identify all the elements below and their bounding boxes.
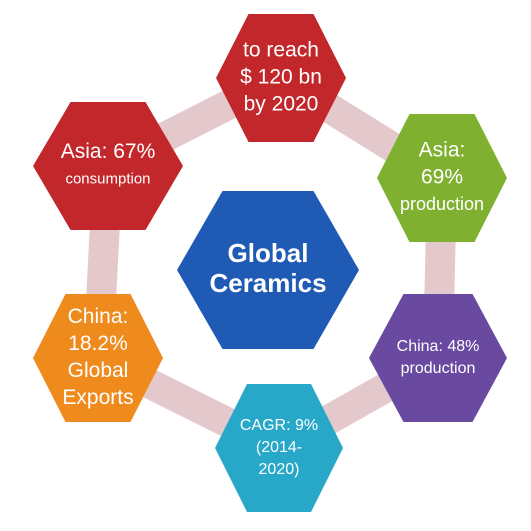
hexagon-market-size-label-line: by 2020	[244, 93, 319, 116]
hexagon-china-production-label-line: production	[401, 360, 476, 377]
hexagon-china-production-shape	[369, 294, 507, 422]
hexagon-market-size-label-line: to reach	[243, 39, 319, 62]
hexagon-layer: to reach $ 120 bn by 2020 Asia: 69% productio…	[33, 14, 507, 512]
center-hexagon-global-ceramics-label-line: Ceramics	[209, 268, 326, 298]
hexagon-asia-production-shape	[377, 114, 507, 242]
hexagon-asia-consumption-label-line: consumption	[65, 170, 150, 187]
hexagon-market-size: to reach $ 120 bn by 2020	[216, 14, 346, 142]
hexagon-china-exports-label-line: Exports	[62, 386, 133, 409]
center-hexagon-global-ceramics-label-line: Global	[228, 238, 309, 268]
hexagon-asia-consumption-label-line: Asia: 67%	[61, 140, 156, 163]
hexagon-china-production-label-line: China: 48%	[397, 338, 480, 355]
hexagon-asia-consumption: Asia: 67% consumption	[33, 102, 183, 230]
hexagon-asia-production: Asia: 69% production	[377, 114, 507, 242]
hexagon-asia-consumption-shape	[33, 102, 183, 230]
hexagon-market-size-label-line: $ 120 bn	[240, 66, 322, 89]
hexagon-cagr-shape	[215, 384, 343, 512]
hexagon-cagr-label-line: CAGR: 9%	[240, 417, 318, 434]
hexagon-asia-production-label-line: Asia:	[419, 139, 466, 162]
hexagon-market-size-shape	[216, 14, 346, 142]
hexagon-china-exports-shape	[33, 294, 163, 422]
hexagon-asia-production-label-line: production	[400, 194, 484, 214]
hexagon-china-production: China: 48% production	[369, 294, 507, 422]
hexagon-china-exports-label-line: Global	[68, 359, 129, 382]
hexagon-cagr-label-line: 2020)	[259, 461, 300, 478]
hexagon-cagr-label-line: (2014-	[256, 439, 302, 456]
hexagon-china-exports: China: 18.2% Global Exports	[33, 294, 163, 422]
hexagon-cagr: CAGR: 9% (2014- 2020)	[215, 384, 343, 512]
center-hexagon-global-ceramics-shape	[177, 191, 359, 349]
hexagon-asia-production-label-line: 69%	[421, 166, 463, 189]
hexagon-china-exports-label-line: 18.2%	[68, 332, 128, 355]
hexagon-china-exports-label-line: China:	[68, 305, 129, 328]
